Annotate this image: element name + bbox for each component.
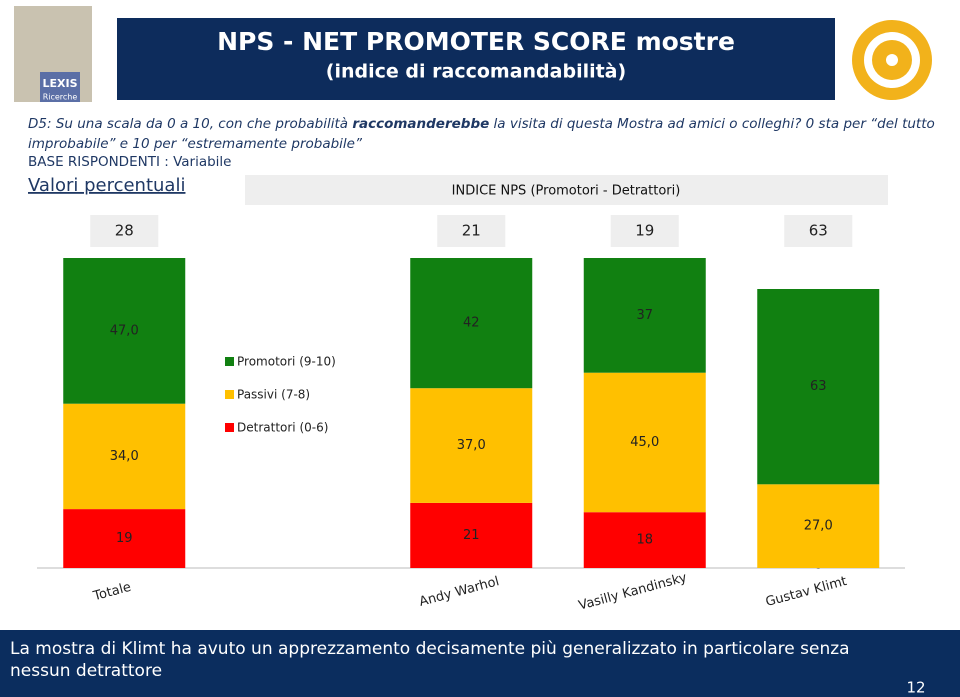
category-label: Gustav Klimt xyxy=(764,574,849,610)
bar-segment xyxy=(63,509,186,568)
nps-box xyxy=(610,215,679,247)
bar-segment xyxy=(410,258,533,389)
question-text: la visita di questa Mostra ad amici o co… xyxy=(28,116,935,152)
legend-swatch xyxy=(225,423,234,432)
category-label: Vasilly Kandinsky xyxy=(577,570,689,613)
header-subtitle: (indice di raccomandabilità) xyxy=(326,61,626,83)
nps-title-band xyxy=(245,175,888,205)
bar-segment xyxy=(583,512,706,568)
page-number: 12 xyxy=(906,679,925,697)
footer-text: La mostra di Klimt ha avuto un apprezzam… xyxy=(10,639,850,681)
nps-box xyxy=(437,215,506,247)
base-note: BASE RISPONDENTI : Variabile xyxy=(28,154,231,170)
header-title: NPS - NET PROMOTER SCORE mostre xyxy=(217,27,735,56)
legend-swatch xyxy=(225,357,234,366)
value-label: 37,0 xyxy=(457,438,486,453)
nps-box xyxy=(784,215,853,247)
bar-segment xyxy=(757,484,880,568)
legend-label: Passivi (7-8) xyxy=(237,388,310,402)
logo-badge xyxy=(40,72,80,102)
nps-value: 63 xyxy=(809,222,828,240)
nps-value: 19 xyxy=(635,222,654,240)
bar-segment xyxy=(63,258,186,404)
category-label: Andy Warhol xyxy=(418,574,501,610)
units-note: Valori percentuali xyxy=(28,175,185,196)
value-label: 18 xyxy=(636,533,653,548)
value-label: 34,0 xyxy=(110,449,139,464)
value-label: 27,0 xyxy=(804,519,833,534)
legend-label: Detrattori (0-6) xyxy=(237,421,328,435)
question-emphasis: raccomanderebbe xyxy=(352,116,490,132)
value-label: 37 xyxy=(636,308,653,323)
footer-band xyxy=(0,630,960,697)
question: D5: Su una scala da 0 a 10, con che prob… xyxy=(28,114,943,154)
value-label: 19 xyxy=(116,531,133,546)
logo-tagline: Ricerche xyxy=(43,93,78,102)
nps-value: 28 xyxy=(115,222,134,240)
header-band xyxy=(117,18,835,100)
value-label: 45,0 xyxy=(630,435,659,450)
nps-value: 21 xyxy=(462,222,481,240)
bar-segment xyxy=(583,372,706,513)
question-text: D5: Su una scala da 0 a 10, con che prob… xyxy=(28,116,353,132)
nps-title: INDICE NPS (Promotori - Detrattori) xyxy=(452,184,681,199)
value-label: 21 xyxy=(463,528,480,543)
category-label: Totale xyxy=(91,580,133,605)
rotary-logo xyxy=(852,20,932,100)
value-label: 47,0 xyxy=(110,323,139,338)
bar-segment xyxy=(410,388,533,503)
bar-segment xyxy=(757,289,880,485)
bar-segment xyxy=(63,403,186,510)
logo-name: LEXIS xyxy=(42,77,77,90)
legend-swatch xyxy=(225,390,234,399)
value-label: 63 xyxy=(810,379,827,394)
bar-segment xyxy=(410,502,533,568)
nps-box xyxy=(90,215,159,247)
legend-label: Promotori (9-10) xyxy=(237,355,336,369)
rotary-hub xyxy=(886,54,898,66)
value-label: 42 xyxy=(463,316,480,331)
bar-segment xyxy=(583,258,706,373)
